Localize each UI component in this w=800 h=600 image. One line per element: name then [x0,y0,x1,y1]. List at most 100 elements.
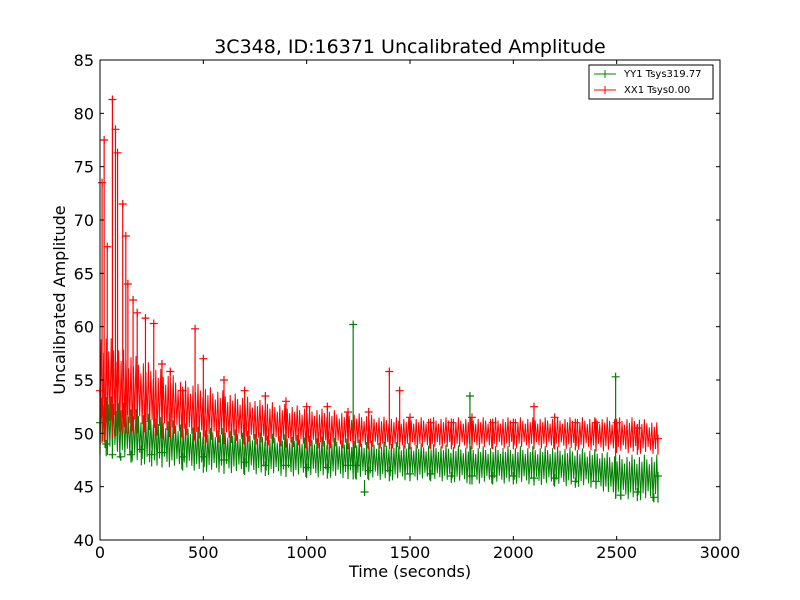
data-point-marker [468,472,476,480]
legend-box [588,64,714,100]
data-point-marker [349,320,358,329]
series-yy1 [96,320,662,503]
data-point-marker [447,418,456,427]
data-point-marker [166,367,175,376]
data-point-marker [199,452,208,461]
data-point-marker [616,491,625,500]
data-point-marker [240,386,249,395]
series-xx1 [96,95,662,455]
data-point-marker [147,450,156,459]
y-tick-label: 70 [74,211,94,230]
data-point-marker [385,466,394,475]
x-tick-label: 2000 [493,543,534,562]
legend: YY1 Tsys319.77 XX1 Tsys0.00 [588,64,714,100]
data-point-marker [102,440,111,448]
data-point-marker [111,125,120,134]
data-point-marker [344,408,352,416]
y-tick-label: 55 [74,371,94,390]
series-trace [99,396,659,502]
data-point-marker [137,445,146,454]
data-point-marker [220,456,228,464]
data-point-marker [649,493,658,502]
data-point-marker [633,424,642,432]
data-point-marker [530,402,538,411]
data-point-marker [488,418,497,427]
data-point-marker [100,136,109,144]
x-tick-label: 3000 [700,543,741,562]
data-point-marker [385,367,394,376]
data-point-marker [509,472,518,480]
data-point-marker [282,461,290,470]
data-point-marker [323,402,332,411]
data-point-marker [364,408,373,416]
legend-label-xx1: XX1 Tsys0.00 [624,85,690,96]
data-point-marker [108,450,117,459]
data-point-marker [302,463,311,472]
data-point-marker [530,474,538,483]
data-point-marker [323,463,332,472]
ticks-layer: 0 500 1000 1500 2000 2500 3000 40 45 50 55 60 65 70 75… [74,51,741,562]
data-point-marker [127,450,135,459]
data-point-marker [633,488,642,496]
data-point-marker [344,461,352,470]
data-point-marker [149,319,158,328]
data-point-marker [406,413,414,422]
y-tick-label: 50 [74,424,94,443]
x-tick-label: 2500 [596,543,637,562]
y-tick-label: 60 [74,318,94,337]
data-point-marker [191,324,200,333]
data-point-marker [465,392,474,400]
y-tick-label: 40 [74,531,94,550]
data-point-marker [654,434,662,443]
data-point-marker [468,413,476,422]
data-point-marker [426,418,435,427]
legend-marker-xx1 [601,86,609,94]
data-point-marker [123,280,132,288]
data-point-marker [158,448,166,457]
data-point-marker [220,376,228,384]
data-point-marker [571,477,580,486]
data-point-marker [364,466,373,475]
data-point-marker [108,95,117,104]
data-point-marker [282,397,290,406]
x-tick-label: 1500 [390,543,431,562]
data-point-marker [654,472,662,480]
data-point-marker [488,472,497,480]
data-point-marker [103,242,112,251]
data-point-marker [447,472,456,480]
y-tick-label: 80 [74,104,94,123]
x-tick-label: 1000 [286,543,327,562]
data-point-marker [360,488,369,496]
data-point-marker [406,469,414,478]
data-point-marker [611,372,620,381]
data-point-marker [261,461,270,470]
data-point-marker [133,308,142,317]
data-point-marker [509,418,518,427]
data-point-marker [118,200,127,208]
data-point-marker [426,469,435,478]
y-tick-label: 65 [74,264,94,283]
data-point-marker [116,452,125,461]
series-trace [99,338,659,454]
data-point-marker [395,386,404,395]
data-point-marker [178,386,187,395]
data-point-marker [199,354,208,363]
data-point-marker [302,402,311,411]
data-point-marker [141,314,150,323]
data-point-marker [592,477,600,486]
data-point-marker [612,418,621,427]
chart-title: 3C348, ID:16371 Uncalibrated Amplitude [214,36,606,58]
data-point-marker [178,452,187,461]
data-point-marker [571,418,580,427]
y-tick-label: 45 [74,478,94,497]
x-axis-label: Time (seconds) [348,562,471,581]
series-layer [96,95,662,503]
y-tick-label: 75 [74,158,94,177]
data-point-marker [550,474,559,483]
x-tick-label: 500 [188,543,219,562]
legend-label-yy1: YY1 Tsys319.77 [623,69,702,80]
data-point-marker [261,392,270,400]
data-point-marker [592,418,600,427]
x-tick-label: 0 [95,543,105,562]
